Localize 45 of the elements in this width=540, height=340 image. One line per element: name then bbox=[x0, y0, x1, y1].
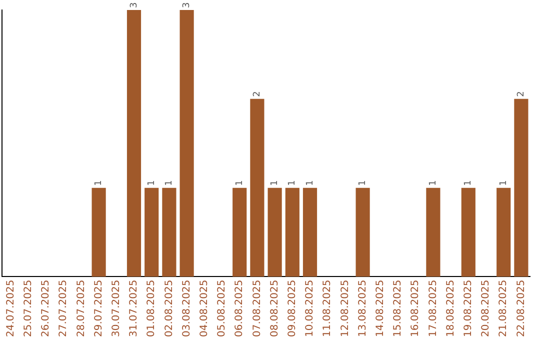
data-label: 1 bbox=[94, 180, 104, 186]
x-tick-label: 15.08.2025 bbox=[392, 280, 404, 338]
data-label: 1 bbox=[288, 180, 298, 186]
x-tick-label: 06.08.2025 bbox=[234, 280, 246, 338]
data-label: 1 bbox=[464, 180, 474, 186]
data-label: 1 bbox=[428, 180, 439, 186]
x-tick-label: 01.08.2025 bbox=[146, 280, 158, 338]
x-tick-label: 20.08.2025 bbox=[480, 280, 492, 338]
x-tick-label: 24.07.2025 bbox=[5, 280, 16, 338]
x-tick-label: 11.08.2025 bbox=[322, 280, 334, 338]
data-label: 1 bbox=[305, 180, 316, 186]
x-tick-label: 13.08.2025 bbox=[357, 280, 368, 338]
x-tick-label: 21.08.2025 bbox=[498, 280, 510, 338]
data-label: 3 bbox=[129, 2, 140, 8]
data-label: 3 bbox=[182, 2, 192, 8]
data-label: 1 bbox=[234, 180, 245, 186]
x-tick-label: 05.08.2025 bbox=[216, 280, 228, 338]
x-tick-label: 07.08.2025 bbox=[252, 280, 263, 338]
x-tick-label: 31.07.2025 bbox=[128, 280, 140, 338]
data-label: 1 bbox=[358, 180, 368, 186]
x-tick-label: 18.08.2025 bbox=[445, 280, 456, 338]
x-tick-label: 17.08.2025 bbox=[428, 280, 439, 338]
data-label: 2 bbox=[252, 91, 263, 97]
x-tick-label: 03.08.2025 bbox=[181, 280, 192, 338]
data-label: 2 bbox=[516, 91, 527, 97]
x-tick-label: 30.07.2025 bbox=[110, 280, 122, 338]
x-tick-label: 28.07.2025 bbox=[76, 280, 87, 338]
x-tick-label: 19.08.2025 bbox=[462, 280, 474, 338]
x-tick-label: 12.08.2025 bbox=[340, 280, 351, 338]
x-tick-label: 14.08.2025 bbox=[374, 280, 386, 338]
x-tick-label: 09.08.2025 bbox=[286, 280, 298, 338]
x-tick-label: 26.07.2025 bbox=[40, 280, 52, 338]
data-label: 1 bbox=[270, 180, 280, 186]
x-tick-label: 29.07.2025 bbox=[93, 280, 104, 338]
x-tick-label: 08.08.2025 bbox=[269, 280, 280, 338]
data-label: 1 bbox=[164, 180, 175, 186]
x-tick-label: 10.08.2025 bbox=[304, 280, 316, 338]
x-tick-label: 25.07.2025 bbox=[22, 280, 34, 338]
data-label: 1 bbox=[498, 180, 509, 186]
x-tick-label: 02.08.2025 bbox=[164, 280, 175, 338]
x-tick-label: 04.08.2025 bbox=[198, 280, 210, 338]
x-tick-label: 22.08.2025 bbox=[516, 280, 527, 338]
x-tick-label: 16.08.2025 bbox=[410, 280, 422, 338]
x-tick-label: 27.07.2025 bbox=[58, 280, 70, 338]
data-label: 1 bbox=[146, 180, 157, 186]
